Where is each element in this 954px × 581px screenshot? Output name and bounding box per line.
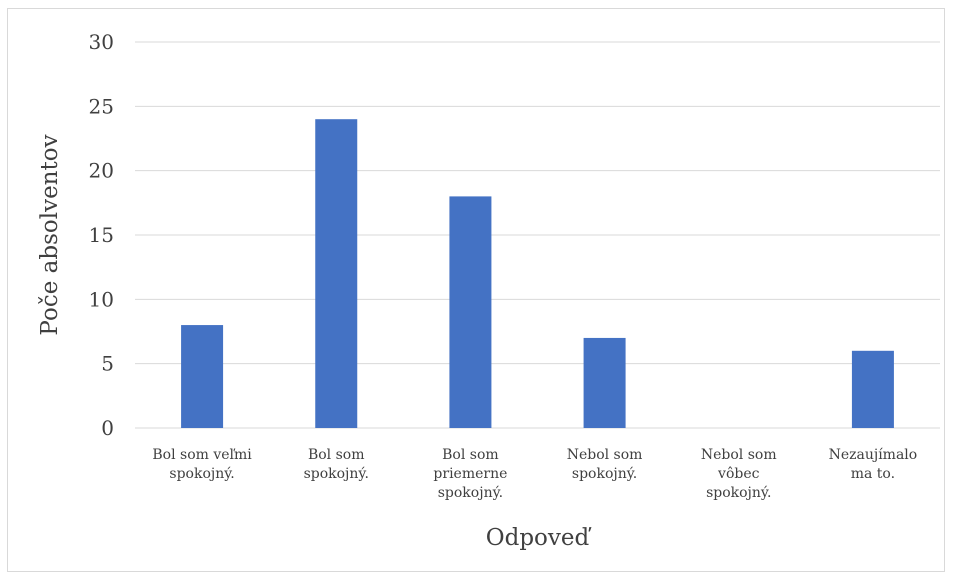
y-tick-label: 5 xyxy=(101,352,114,376)
y-tick-label: 25 xyxy=(89,94,114,118)
bar-4 xyxy=(583,337,626,428)
y-tick-label: 30 xyxy=(89,30,114,54)
y-axis-title: Poče absolventov xyxy=(37,134,63,335)
y-tick-labels: 0 5 10 15 20 25 30 xyxy=(89,30,114,440)
x-category-label: Nebol som vôbec spokojný. xyxy=(701,447,777,501)
x-category-label: Bol som spokojný. xyxy=(304,447,369,482)
bar-2 xyxy=(315,119,358,428)
y-tick-label: 20 xyxy=(89,159,114,183)
bar-3 xyxy=(449,196,492,428)
x-category-label: Nezaujímalo ma to. xyxy=(829,447,918,482)
bar-1 xyxy=(181,325,224,428)
x-category-label: Bol som veľmi spokojný. xyxy=(152,447,252,482)
x-category-label: Nebol som spokojný. xyxy=(567,447,643,482)
y-tick-label: 10 xyxy=(89,287,114,311)
x-axis-title: Odpoveď xyxy=(486,525,592,551)
bar-6 xyxy=(851,350,894,428)
x-category-label: Bol som priemerne spokojný. xyxy=(433,447,507,501)
bars xyxy=(181,119,894,428)
y-tick-label: 15 xyxy=(89,223,114,247)
x-category-labels: Bol som veľmi spokojný. Bol som spokojný. Bo… xyxy=(152,447,917,501)
y-tick-label: 0 xyxy=(101,416,114,440)
gridlines xyxy=(135,41,940,429)
